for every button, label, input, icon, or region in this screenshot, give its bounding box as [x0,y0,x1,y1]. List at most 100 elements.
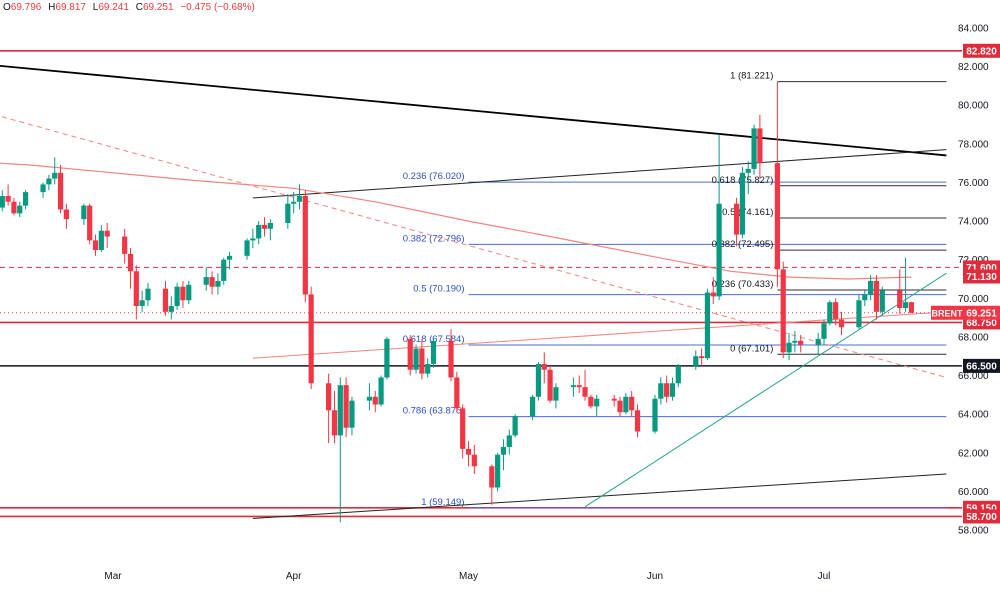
candle-body [331,410,338,436]
candle [530,394,536,420]
candle [733,197,740,247]
candle-body [576,385,582,388]
candle-body [460,408,466,449]
candle [81,203,87,225]
price-axis[interactable]: 58.000 60.000 62.000 64.000 66.000 68.000 70.0… [931,24,1000,537]
candle [285,194,291,229]
price-level-badge-label: 71.130 [966,272,997,283]
candle-body [908,302,915,313]
high-value: 69.817 [55,2,86,13]
candle [617,396,623,417]
candle-body [704,292,711,359]
price-tick-label: 64.000 [958,410,989,421]
candle-body [203,277,209,285]
candle [693,350,699,370]
candle [46,174,52,191]
candle-body [425,363,431,374]
candle-body [413,348,419,370]
candle [302,190,308,303]
fib-level-label: 0 (67.101) [730,343,773,354]
candle [413,344,419,374]
candle-body [267,223,273,229]
candle-body [174,286,180,307]
candle-body [652,398,658,432]
candle [506,429,512,455]
fib-level-label: 0.236 (70.433) [712,279,774,290]
candle [22,190,29,210]
candle [710,277,716,305]
candle [215,273,221,295]
plot-area[interactable]: 1 (81.221)0.236 (76.020) 0.618 (75.827)0.… [0,49,962,523]
candle [786,333,792,361]
candle [798,334,804,353]
candle [87,203,93,245]
candle-body [862,294,868,301]
candle [261,217,268,237]
candle [384,336,390,380]
candle [669,377,676,401]
candle [827,300,833,326]
price-level-badge [963,358,1000,373]
candle [838,311,845,335]
symbol-badge-label: BRENT [932,308,964,318]
candle [326,373,332,444]
candle-body [530,396,536,417]
candle [716,134,722,301]
candle [162,280,169,316]
price-tick-label: 78.000 [958,139,989,150]
candle-body [693,356,699,366]
candle [745,161,751,195]
price-tick-label: 60.000 [958,487,989,498]
candle [576,375,582,393]
close-label: C [135,2,143,13]
fib-level-label: 1 (81.221) [730,71,773,82]
candle [495,452,501,492]
candle-body [780,269,786,353]
price-tick-label: 80.000 [958,101,989,112]
candle [430,338,437,368]
low-value: 69.241 [98,2,129,13]
candle [862,290,868,307]
candle [471,445,477,475]
candle-body [40,184,46,193]
time-axis[interactable]: Mar Apr May Jun Jul [104,571,830,582]
candle-body [5,195,11,202]
candle [541,352,547,384]
candle-body [256,224,262,239]
high-label: H [48,2,56,13]
candle-body [500,446,507,455]
candle [908,301,915,313]
candle-body [664,383,670,397]
candle [145,282,151,307]
candle [57,165,64,214]
candle [11,197,17,216]
candle [780,261,786,359]
candle [256,221,262,245]
price-level-badge-label: 66.500 [966,361,997,372]
candle-body [833,302,839,320]
candle [203,267,209,291]
candle [127,248,134,289]
candle-body [366,396,373,401]
candle-body [337,385,343,436]
candle [244,238,250,260]
candle-body [168,306,174,312]
candle [879,286,885,316]
candle [751,124,757,175]
candle-body [897,290,903,308]
candle-body [658,383,664,399]
candle-body [215,280,221,287]
candle [5,184,11,206]
candle-body [308,294,314,384]
candle [209,271,215,295]
candle-body [180,286,186,301]
candle [349,396,355,436]
candle-body [384,338,390,378]
candle-body [873,280,880,312]
candle-body [378,377,384,405]
candle-body [582,387,588,397]
candle-body [675,365,681,384]
candle [174,282,180,310]
candle-body [372,396,378,405]
